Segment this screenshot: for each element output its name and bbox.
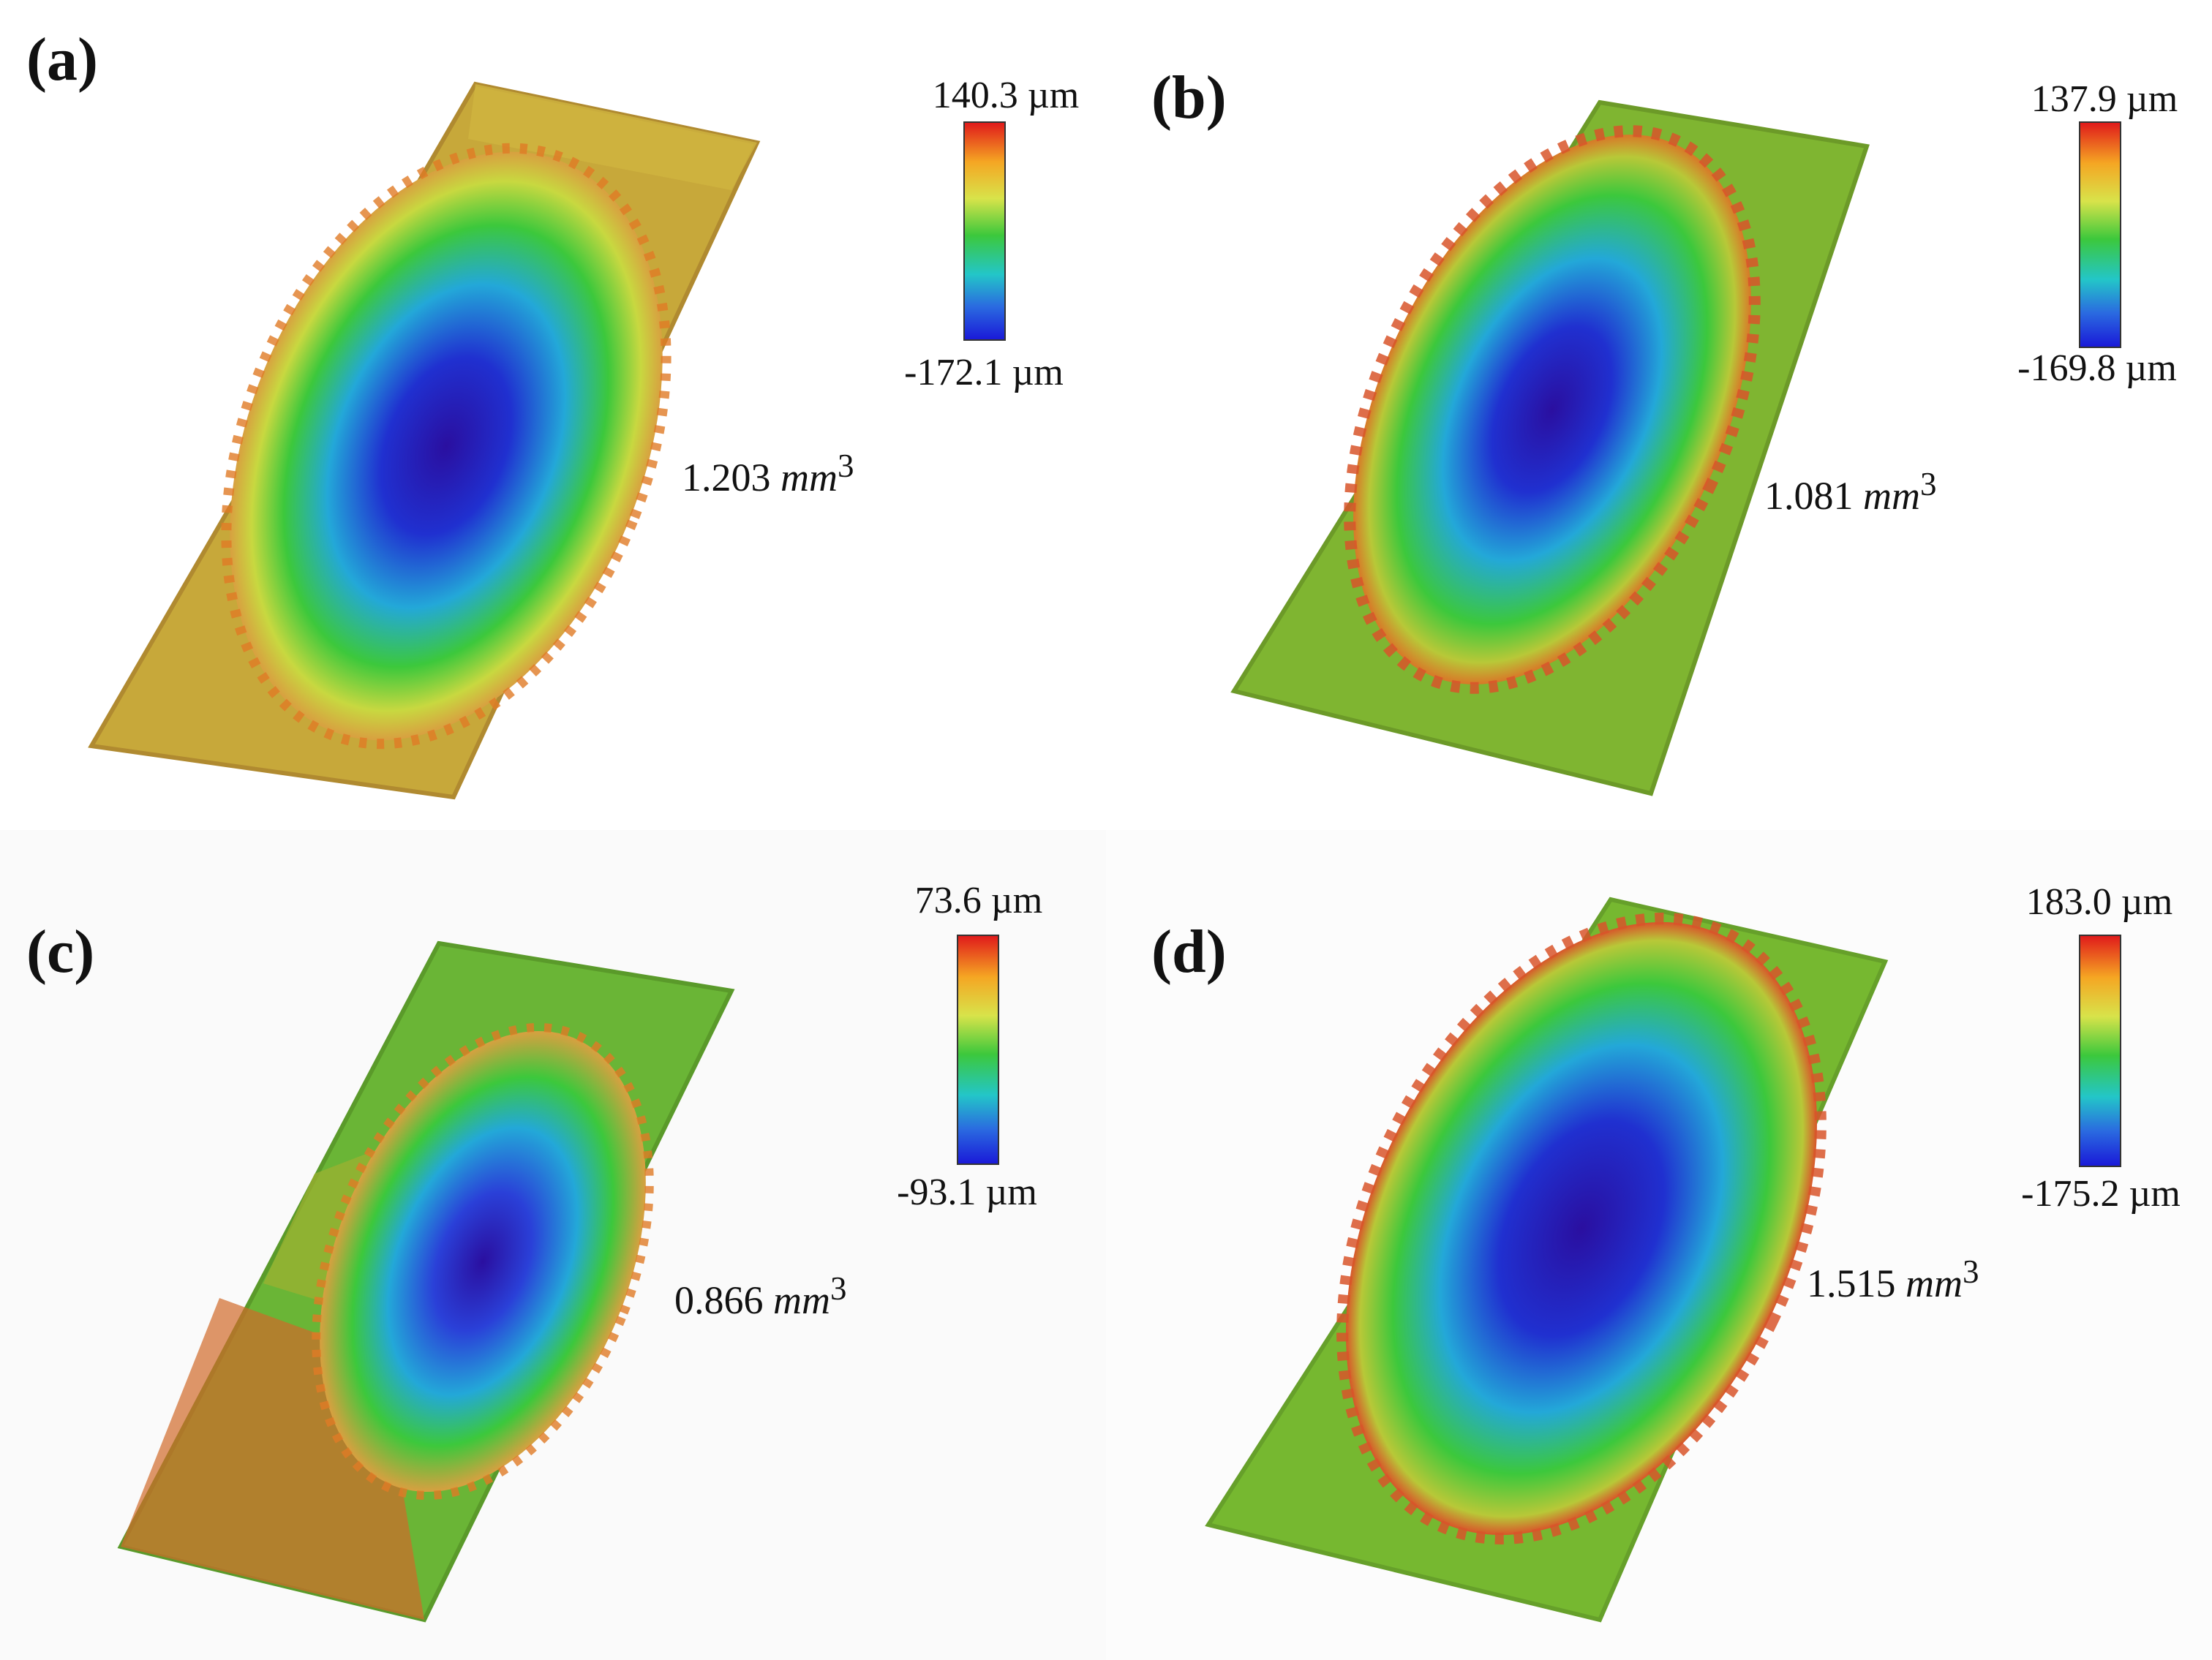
panel-a: (a) 140.3 µm -172.1 µm 1.203 mm3 bbox=[0, 0, 1106, 830]
colorbar-min-label: -169.8 µm bbox=[2017, 347, 2177, 389]
panel-label: (b) bbox=[1151, 64, 1227, 132]
panel-label: (c) bbox=[26, 918, 95, 986]
panel-c: (c) 73.6 µm -93.1 µm 0.866 mm3 bbox=[0, 830, 1106, 1660]
colorbar-max-label: 137.9 µm bbox=[2031, 78, 2178, 120]
panel-d: (d) 183.0 µm -175.2 µm 1.515 mm3 bbox=[1106, 830, 2212, 1660]
colorbar-max-label: 183.0 µm bbox=[2025, 881, 2173, 923]
wear-scar-d bbox=[1346, 921, 1817, 1536]
surface-d bbox=[1205, 897, 1889, 1623]
colorbar bbox=[2079, 121, 2121, 348]
wear-scar-a bbox=[230, 151, 663, 741]
panel-b: (b) 137.9 µm -169.8 µm 1.081 mm3 bbox=[1106, 0, 2212, 830]
colorbar-min-label: -93.1 µm bbox=[897, 1172, 1037, 1213]
colorbar bbox=[963, 121, 1006, 341]
colorbar bbox=[2079, 935, 2121, 1167]
surface-a bbox=[88, 81, 761, 800]
volume-label: 1.203 mm3 bbox=[682, 448, 854, 499]
colorbar-max-label: 140.3 µm bbox=[932, 75, 1080, 116]
colorbar-min-label: -172.1 µm bbox=[904, 352, 1064, 393]
colorbar-max-label: 73.6 µm bbox=[914, 880, 1043, 921]
panel-label: (d) bbox=[1151, 918, 1227, 986]
volume-label: 1.081 mm3 bbox=[1764, 466, 1937, 518]
surface-c bbox=[117, 940, 735, 1623]
colorbar bbox=[957, 935, 999, 1165]
wear-scar-c bbox=[320, 1030, 646, 1493]
volume-label: 1.515 mm3 bbox=[1807, 1253, 1979, 1305]
panel-label: (a) bbox=[26, 26, 98, 94]
wear-scar-b bbox=[1353, 135, 1751, 684]
volume-label: 0.866 mm3 bbox=[674, 1270, 847, 1322]
surface-b bbox=[1230, 99, 1870, 796]
colorbar-min-label: -175.2 µm bbox=[2021, 1173, 2181, 1215]
